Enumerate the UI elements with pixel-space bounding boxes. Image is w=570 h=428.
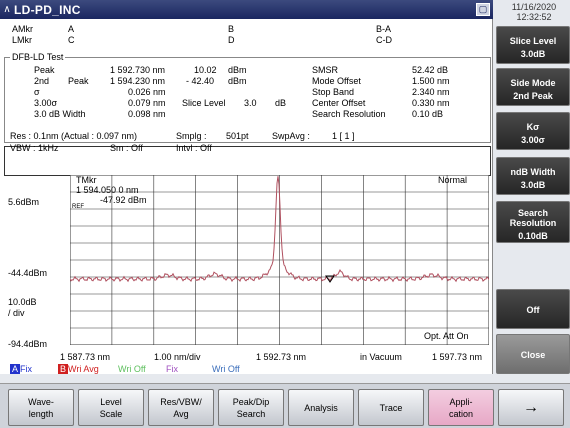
dfb-test-title: DFB-LD Test bbox=[10, 52, 66, 62]
mode-offset-label: Mode Offset bbox=[312, 76, 361, 86]
resolution-text: Res : 0.1nm (Actual : 0.097 nm) bbox=[10, 131, 138, 141]
window-titlebar: ∧ LD-PD_INC ▢ bbox=[0, 0, 493, 19]
search-resolution-softkey[interactable]: Search Resolution 0.10dB bbox=[496, 201, 570, 243]
y-axis-ref-label: -44.4dBm bbox=[8, 268, 48, 278]
trace-b-letter: B bbox=[58, 364, 69, 374]
res-vbw-avg-button[interactable]: Res/VBW/Avg bbox=[148, 389, 214, 426]
k-sigma-softkey[interactable]: Kσ 3.00σ bbox=[496, 112, 570, 150]
sigma-label: σ bbox=[34, 87, 40, 97]
slice-level-label: Slice Level bbox=[182, 98, 226, 108]
trace-b-legend[interactable]: B Wri Avg bbox=[58, 364, 99, 374]
center-offset-label: Center Offset bbox=[312, 98, 366, 108]
trace-a-letter: A bbox=[10, 364, 21, 374]
peak-wavelength: 1 592.730 nm bbox=[110, 65, 166, 75]
analysis-button[interactable]: Analysis bbox=[288, 389, 354, 426]
collapse-arrow-icon[interactable]: ∧ bbox=[3, 4, 11, 15]
interval-text: Intvl : Off bbox=[176, 143, 212, 153]
second-peak-label: 2nd bbox=[34, 76, 50, 86]
softkey-sidebar: Slice Level 3.0dB Side Mode 2nd Peak Kσ 3.0… bbox=[496, 24, 570, 386]
window-restore-icon[interactable]: ▢ bbox=[476, 3, 490, 16]
trace-marker-icon bbox=[325, 275, 335, 283]
x-axis-span-label: 1.00 nm/div bbox=[154, 352, 201, 362]
marker-b-a: B-A bbox=[376, 24, 392, 34]
center-offset-value: 0.330 nm bbox=[412, 98, 450, 108]
peak-label: Peak bbox=[34, 65, 55, 75]
y-axis-bottom-label: -94.4dBm bbox=[8, 339, 48, 349]
second-peak-wavelength: 1 594.230 nm bbox=[110, 76, 166, 86]
tmkr-label: TMkr bbox=[76, 175, 97, 185]
application-button[interactable]: Appli-cation bbox=[428, 389, 494, 426]
wavelength-button[interactable]: Wave-length bbox=[8, 389, 74, 426]
marker-b: B bbox=[228, 24, 235, 34]
time-text: 12:32:52 bbox=[516, 12, 552, 22]
x-axis-stop-label: 1 597.73 nm bbox=[432, 352, 483, 362]
display-mode-label: Normal bbox=[438, 175, 467, 185]
optical-attenuator-label: Opt. Att On bbox=[424, 331, 469, 341]
second-peak-unit: dBm bbox=[228, 76, 247, 86]
next-page-arrow-icon[interactable]: → bbox=[498, 389, 564, 426]
mode-offset-value: 1.500 nm bbox=[412, 76, 450, 86]
trace-a-mode: Fix bbox=[20, 364, 33, 374]
sweep-average-value: 1 [ 1 ] bbox=[332, 131, 355, 141]
marker-c-d: C-D bbox=[376, 35, 392, 45]
sweep-average-label: SwpAvg : bbox=[272, 131, 310, 141]
ref-label: REF bbox=[72, 204, 84, 210]
second-peak-power: - 42.40 bbox=[186, 76, 215, 86]
trace-d-mode[interactable]: Fix bbox=[166, 364, 178, 374]
y-axis-scale-label: 10.0dB bbox=[8, 297, 37, 307]
slice-level-unit: dB bbox=[275, 98, 287, 108]
x-axis-medium-label: in Vacuum bbox=[360, 352, 402, 362]
sampling-label: Smplg : bbox=[176, 131, 207, 141]
smoothing-text: Sm : Off bbox=[110, 143, 143, 153]
trace-e-mode[interactable]: Wri Off bbox=[212, 364, 240, 374]
side-mode-softkey[interactable]: Side Mode 2nd Peak bbox=[496, 68, 570, 106]
slice-level-softkey[interactable]: Slice Level 3.0dB bbox=[496, 26, 570, 64]
y-axis-top-label: 5.6dBm bbox=[8, 197, 40, 207]
lmkr-value: C bbox=[68, 35, 75, 45]
stop-band-label: Stop Band bbox=[312, 87, 355, 97]
x-axis-center-label: 1 592.73 nm bbox=[256, 352, 307, 362]
peak-power: 10.02 bbox=[194, 65, 217, 75]
stop-band-value: 2.340 nm bbox=[412, 87, 450, 97]
lmkr-label: LMkr bbox=[12, 35, 32, 45]
level-scale-button[interactable]: Level Scale bbox=[78, 389, 144, 426]
vbw-text: VBW : 1kHz bbox=[10, 143, 59, 153]
tmkr-wavelength: 1 594.050 0 nm bbox=[76, 185, 139, 195]
trace-a-legend[interactable]: A Fix bbox=[10, 364, 32, 374]
peak-dip-search-button[interactable]: Peak/Dip Search bbox=[218, 389, 284, 426]
trace-button[interactable]: Trace bbox=[358, 389, 424, 426]
sampling-value: 501pt bbox=[226, 131, 249, 141]
amkr-value: A bbox=[68, 24, 75, 34]
ndb-width-softkey[interactable]: ndB Width 3.0dB bbox=[496, 157, 570, 195]
y-axis-div-label: / div bbox=[8, 308, 25, 318]
search-resolution-value: 0.10 dB bbox=[412, 109, 444, 119]
ndb-width-value: 0.098 nm bbox=[128, 109, 166, 119]
measurement-setup bbox=[4, 146, 491, 176]
spectrum-trace bbox=[70, 176, 489, 283]
function-key-bar: Wave-length Level Scale Res/VBW/Avg Peak/… bbox=[0, 383, 570, 428]
smsr-value: 52.42 dB bbox=[412, 65, 449, 75]
off-softkey[interactable]: Off bbox=[496, 289, 570, 329]
ndb-width-label: 3.0 dB Width bbox=[34, 109, 86, 119]
k-sigma-label: 3.00σ bbox=[34, 98, 58, 108]
smsr-label: SMSR bbox=[312, 65, 339, 75]
marker-d: D bbox=[228, 35, 235, 45]
dfb-test-results bbox=[4, 57, 491, 143]
second-peak-sub: Peak bbox=[68, 76, 89, 86]
datetime-display: 11/16/2020 12:32:52 bbox=[498, 2, 570, 22]
trace-c-mode[interactable]: Wri Off bbox=[118, 364, 146, 374]
date-text: 11/16/2020 bbox=[511, 2, 557, 12]
sigma-value: 0.026 nm bbox=[128, 87, 166, 97]
trace-b-mode: Wri Avg bbox=[68, 364, 99, 374]
tmkr-power: -47.92 dBm bbox=[100, 195, 147, 205]
k-sigma-value: 0.079 nm bbox=[128, 98, 166, 108]
slice-level-value: 3.0 bbox=[244, 98, 257, 108]
spectrum-graph[interactable]: TMkr 1 594.050 0 nm -47.92 dBm REF Norma… bbox=[70, 175, 489, 345]
peak-unit: dBm bbox=[228, 65, 247, 75]
x-axis-start-label: 1 587.73 nm bbox=[60, 352, 111, 362]
window-title: LD-PD_INC bbox=[14, 2, 81, 17]
amkr-label: AMkr bbox=[12, 24, 33, 34]
search-resolution-label: Search Resolution bbox=[312, 109, 386, 119]
close-softkey[interactable]: Close bbox=[496, 334, 570, 374]
